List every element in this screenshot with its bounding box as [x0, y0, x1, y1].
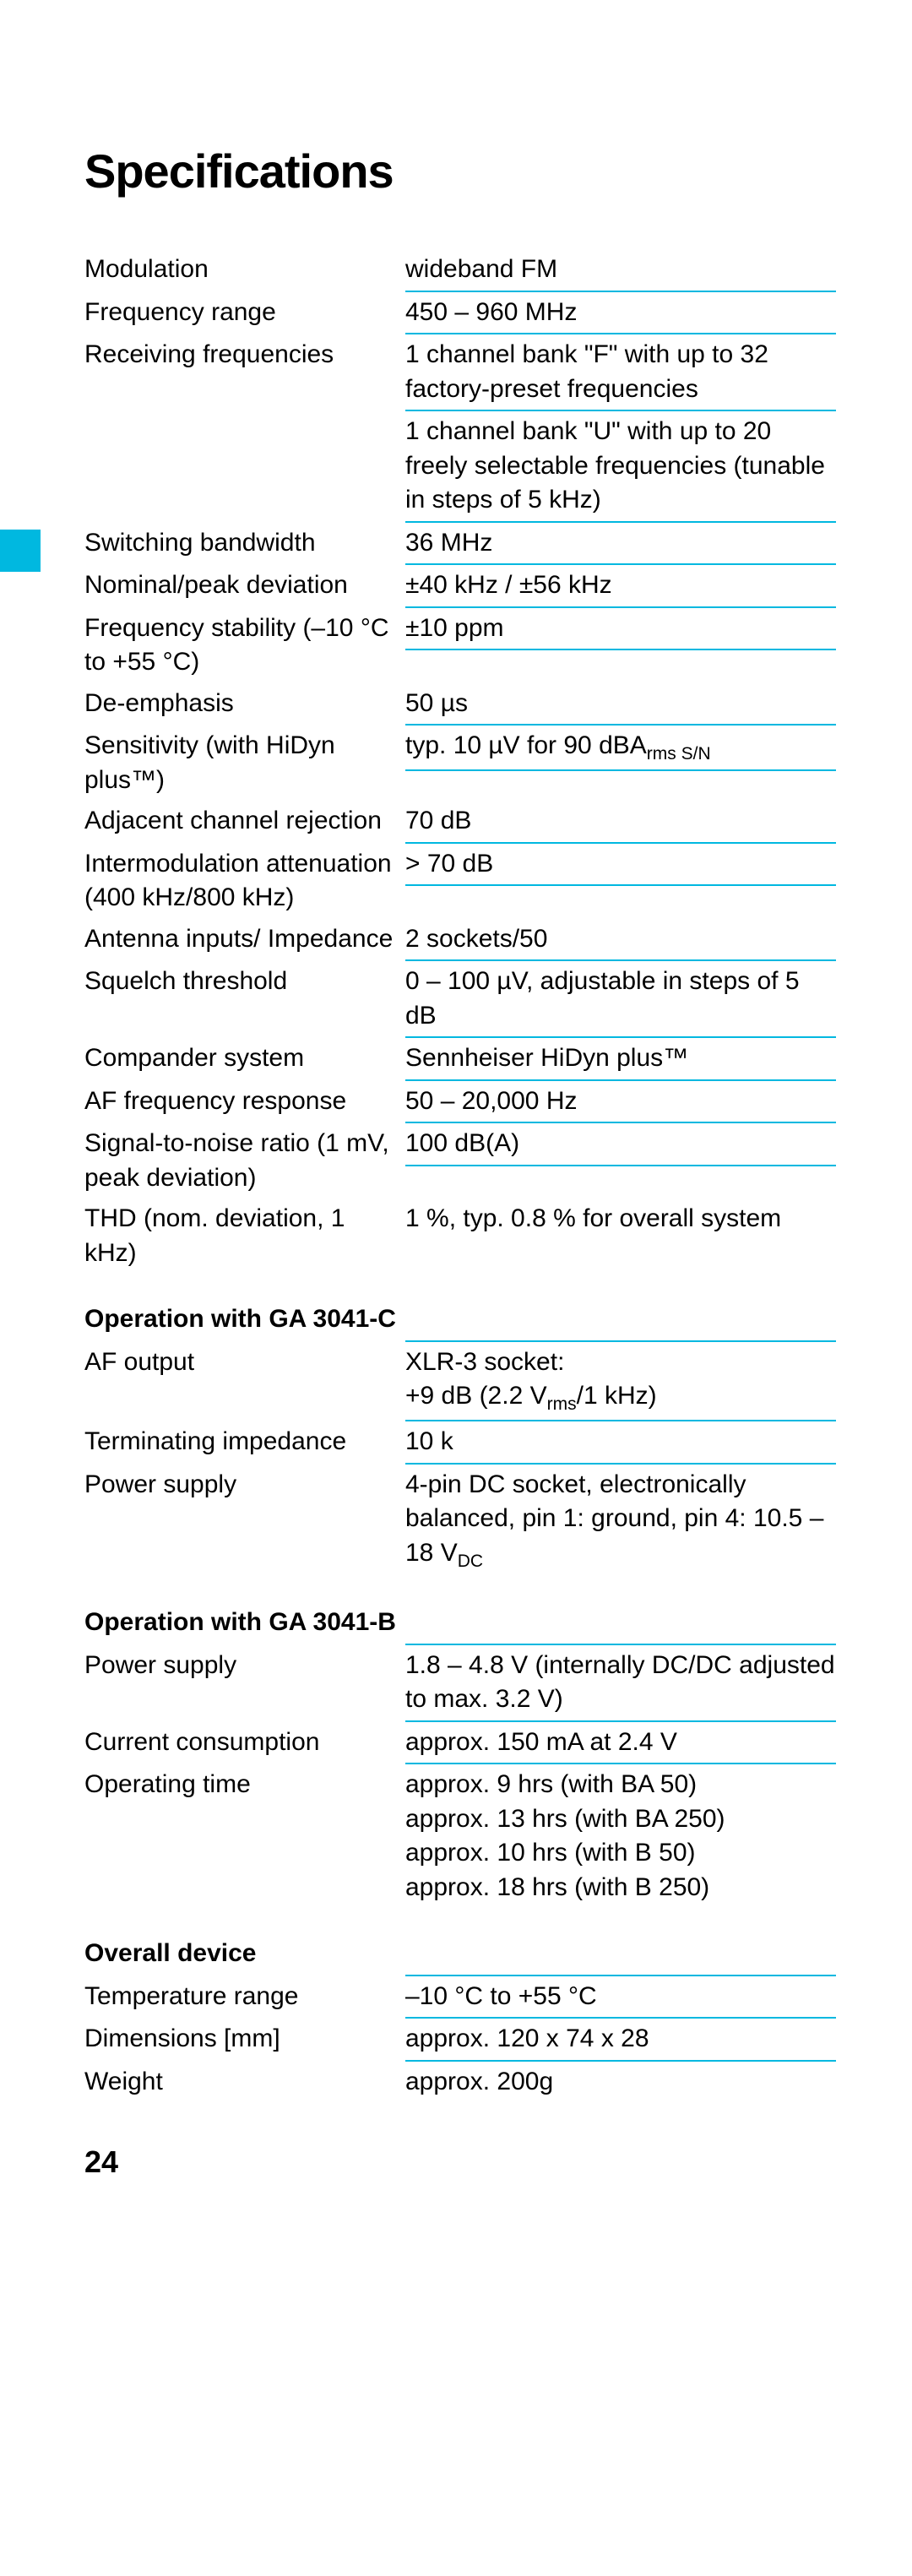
- spec-label: Intermodulation attenuation (400 kHz/800…: [84, 844, 405, 919]
- spec-label: Terminating impedance: [84, 1421, 405, 1463]
- section-header-underline: [405, 1299, 836, 1342]
- spec-value: 100 dB(A): [405, 1123, 836, 1166]
- spec-row: Current consumptionapprox. 150 mA at 2.4…: [84, 1722, 836, 1765]
- spec-label: Dimensions [mm]: [84, 2019, 405, 2060]
- spec-row: De-emphasis50 µs: [84, 683, 836, 726]
- spec-row: Power supply1.8 – 4.8 V (internally DC/D…: [84, 1645, 836, 1722]
- spec-value: wideband FM: [405, 249, 836, 292]
- spec-value: approx. 200g: [405, 2062, 836, 2103]
- spec-row: Modulationwideband FM: [84, 249, 836, 292]
- spec-label: Frequency range: [84, 292, 405, 334]
- spec-value: approx. 9 hrs (with BA 50)approx. 13 hrs…: [405, 1764, 836, 1908]
- spec-row: Temperature range–10 °C to +55 °C: [84, 1976, 836, 2019]
- spec-row: Weightapprox. 200g: [84, 2062, 836, 2103]
- spec-value: approx. 150 mA at 2.4 V: [405, 1722, 836, 1765]
- spec-value: 50 µs: [405, 683, 836, 726]
- spec-row: Power supply4-pin DC socket, electronica…: [84, 1465, 836, 1577]
- spec-row: Squelch threshold0 – 100 µV, adjustable …: [84, 961, 836, 1038]
- spec-label: AF frequency response: [84, 1081, 405, 1122]
- spec-row: Antenna inputs/ Impedance2 sockets/50: [84, 919, 836, 962]
- spec-row: Nominal/peak deviation±40 kHz / ±56 kHz: [84, 565, 836, 608]
- spec-value: 1.8 – 4.8 V (internally DC/DC adjusted t…: [405, 1645, 836, 1722]
- section-header-row: Overall device: [84, 1933, 836, 1976]
- spec-value: ±40 kHz / ±56 kHz: [405, 565, 836, 608]
- spec-row: Compander systemSennheiser HiDyn plus™: [84, 1038, 836, 1081]
- page-side-marker: [0, 530, 41, 572]
- spec-row: Frequency range450 – 960 MHz: [84, 292, 836, 335]
- spec-row: AF frequency response50 – 20,000 Hz: [84, 1081, 836, 1124]
- spec-value: –10 °C to +55 °C: [405, 1976, 836, 2019]
- spec-value: 1 channel bank "F" with up to 32 factory…: [405, 334, 836, 411]
- section-header-underline: [405, 1933, 836, 1976]
- spec-row: Intermodulation attenuation (400 kHz/800…: [84, 844, 836, 919]
- page-title: Specifications: [84, 144, 836, 198]
- spec-row: Signal-to-noise ratio (1 mV, peak deviat…: [84, 1123, 836, 1198]
- section-spacer: [84, 1274, 836, 1299]
- page-number: 24: [84, 2144, 836, 2180]
- spec-label: Power supply: [84, 1465, 405, 1506]
- spec-label: Compander system: [84, 1038, 405, 1079]
- spec-value: 0 – 100 µV, adjustable in steps of 5 dB: [405, 961, 836, 1038]
- spec-label: Receiving frequencies: [84, 334, 405, 376]
- spec-table: Modulationwideband FMFrequency range450 …: [84, 249, 836, 2102]
- spec-value: XLR-3 socket:+9 dB (2.2 Vrms/1 kHz): [405, 1342, 836, 1422]
- spec-label: Nominal/peak deviation: [84, 565, 405, 606]
- spec-row: Terminating impedance 10 k: [84, 1421, 836, 1465]
- spec-value: 450 – 960 MHz: [405, 292, 836, 335]
- spec-value: > 70 dB: [405, 844, 836, 887]
- spec-value: 70 dB: [405, 801, 836, 844]
- spec-row: Receiving frequencies1 channel bank "F" …: [84, 334, 836, 411]
- section-header-row: Operation with GA 3041-C: [84, 1299, 836, 1342]
- spec-row: Switching bandwidth36 MHz: [84, 523, 836, 566]
- section-header: Overall device: [84, 1933, 405, 1975]
- spec-value: 10 k: [405, 1421, 836, 1465]
- spec-label: THD (nom. deviation, 1 kHz): [84, 1198, 405, 1274]
- spec-label: Antenna inputs/ Impedance: [84, 919, 405, 960]
- spec-value: 2 sockets/50: [405, 919, 836, 962]
- spec-value: Sennheiser HiDyn plus™: [405, 1038, 836, 1081]
- spec-label: Sensitivity (with HiDyn plus™): [84, 726, 405, 801]
- spec-value: typ. 10 µV for 90 dBArms S/N: [405, 726, 836, 771]
- spec-row: AF outputXLR-3 socket:+9 dB (2.2 Vrms/1 …: [84, 1342, 836, 1422]
- spec-value: approx. 120 x 74 x 28: [405, 2019, 836, 2062]
- spec-row: Dimensions [mm]approx. 120 x 74 x 28: [84, 2019, 836, 2062]
- spec-label: [84, 411, 405, 418]
- spec-row: Sensitivity (with HiDyn plus™)typ. 10 µV…: [84, 726, 836, 801]
- section-spacer: [84, 1577, 836, 1602]
- spec-value: 36 MHz: [405, 523, 836, 566]
- spec-label: AF output: [84, 1342, 405, 1383]
- spec-row: Adjacent channel rejection 70 dB: [84, 801, 836, 844]
- spec-label: Signal-to-noise ratio (1 mV, peak deviat…: [84, 1123, 405, 1198]
- spec-row: Operating timeapprox. 9 hrs (with BA 50)…: [84, 1764, 836, 1908]
- spec-value: 1 %, typ. 0.8 % for overall system: [405, 1198, 836, 1240]
- section-spacer: [84, 1908, 836, 1933]
- section-header-underline: [405, 1602, 836, 1645]
- spec-label: Modulation: [84, 249, 405, 291]
- spec-label: Squelch threshold: [84, 961, 405, 1003]
- spec-row: 1 channel bank "U" with up to 20 freely …: [84, 411, 836, 523]
- spec-value: ±10 ppm: [405, 608, 836, 651]
- spec-label: Power supply: [84, 1645, 405, 1687]
- section-header-row: Operation with GA 3041-B: [84, 1602, 836, 1645]
- section-header: Operation with GA 3041-C: [84, 1299, 405, 1340]
- spec-value: 4-pin DC socket, electronically balanced…: [405, 1465, 836, 1577]
- spec-value: 50 – 20,000 Hz: [405, 1081, 836, 1124]
- spec-label: Operating time: [84, 1764, 405, 1806]
- spec-value: 1 channel bank "U" with up to 20 freely …: [405, 411, 836, 523]
- spec-label: Weight: [84, 2062, 405, 2103]
- spec-label: Frequency stability (–10 °C to +55 °C): [84, 608, 405, 683]
- spec-label: De-emphasis: [84, 683, 405, 725]
- section-header: Operation with GA 3041-B: [84, 1602, 405, 1644]
- spec-label: Adjacent channel rejection: [84, 801, 405, 842]
- spec-row: Frequency stability (–10 °C to +55 °C)±1…: [84, 608, 836, 683]
- spec-label: Switching bandwidth: [84, 523, 405, 564]
- spec-label: Temperature range: [84, 1976, 405, 2018]
- spec-label: Current consumption: [84, 1722, 405, 1764]
- spec-row: THD (nom. deviation, 1 kHz) 1 %, typ. 0.…: [84, 1198, 836, 1274]
